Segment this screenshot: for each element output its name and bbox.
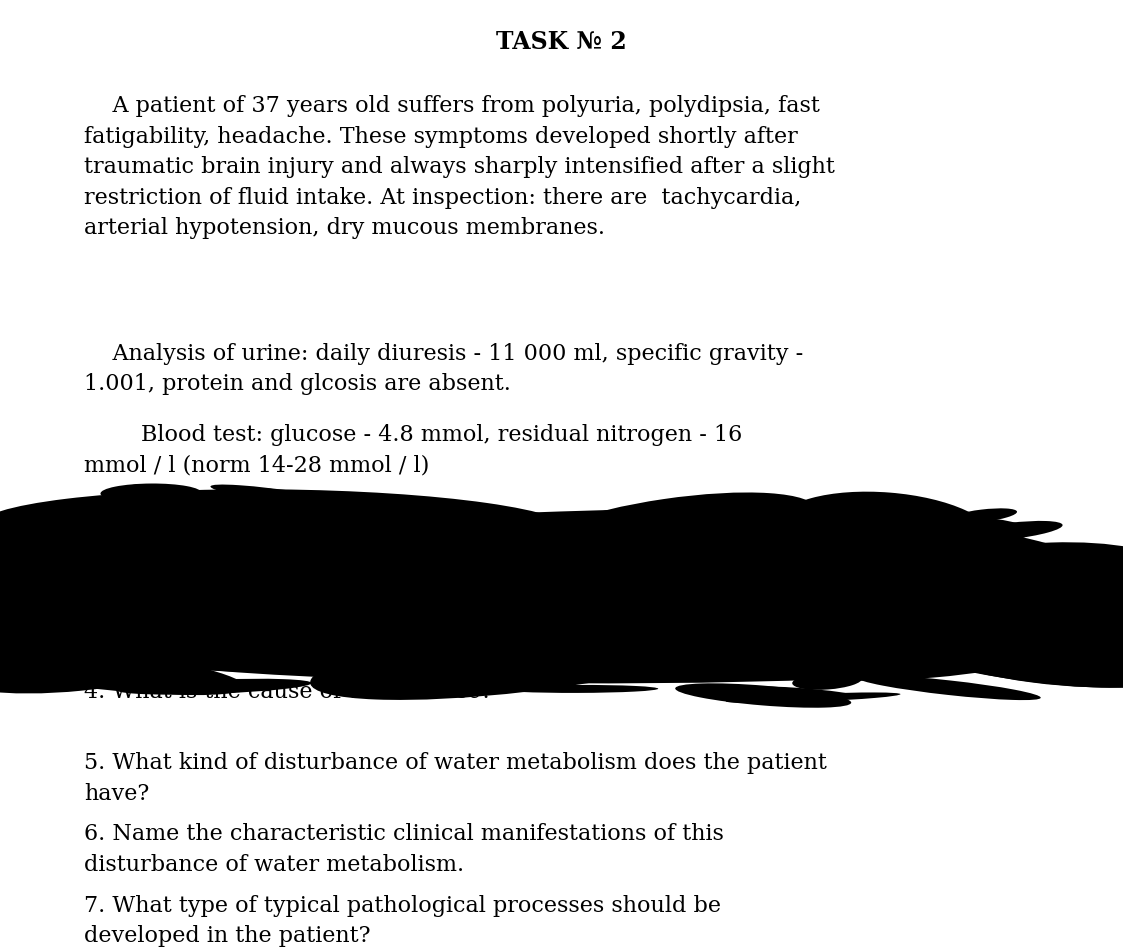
Ellipse shape	[273, 588, 748, 645]
Ellipse shape	[0, 507, 293, 604]
Ellipse shape	[65, 565, 421, 627]
Ellipse shape	[575, 527, 934, 576]
Ellipse shape	[162, 522, 229, 535]
Ellipse shape	[971, 586, 1123, 645]
Ellipse shape	[113, 600, 1010, 673]
Ellipse shape	[782, 663, 843, 682]
Ellipse shape	[33, 619, 197, 661]
Ellipse shape	[134, 570, 989, 648]
Ellipse shape	[0, 607, 229, 683]
Ellipse shape	[156, 546, 967, 605]
Ellipse shape	[510, 573, 1086, 642]
Ellipse shape	[760, 522, 1092, 592]
Ellipse shape	[0, 621, 216, 693]
Ellipse shape	[792, 672, 862, 690]
Ellipse shape	[92, 508, 1031, 585]
Ellipse shape	[1033, 577, 1123, 631]
Ellipse shape	[125, 484, 184, 501]
Text: Blood test: glucose - 4.8 mmol, residual nitrogen - 16
mmol / l (norm 14-28 mmol: Blood test: glucose - 4.8 mmol, residual…	[84, 424, 742, 476]
Ellipse shape	[675, 684, 851, 707]
Ellipse shape	[0, 567, 207, 620]
Ellipse shape	[948, 508, 1017, 524]
Ellipse shape	[812, 584, 1123, 688]
Text: 7. What type of typical pathological processes should be
developed in the patien: 7. What type of typical pathological pro…	[84, 895, 721, 947]
Ellipse shape	[944, 582, 1123, 608]
Ellipse shape	[0, 524, 55, 595]
Ellipse shape	[911, 609, 1123, 668]
Ellipse shape	[487, 569, 719, 621]
Ellipse shape	[776, 491, 995, 573]
Ellipse shape	[323, 557, 848, 644]
Ellipse shape	[523, 492, 816, 569]
Ellipse shape	[228, 488, 293, 511]
Text: 6. Name the characteristic clinical manifestations of this
disturbance of water : 6. Name the characteristic clinical mani…	[84, 823, 724, 876]
Ellipse shape	[148, 580, 975, 661]
Ellipse shape	[548, 528, 1067, 569]
Text: 5. What kind of disturbance of water metabolism does the patient
have?: 5. What kind of disturbance of water met…	[84, 752, 828, 804]
Ellipse shape	[374, 618, 718, 676]
Ellipse shape	[107, 613, 1016, 667]
Ellipse shape	[286, 526, 785, 579]
Ellipse shape	[0, 635, 245, 695]
Ellipse shape	[1032, 611, 1123, 653]
Ellipse shape	[857, 675, 1041, 700]
Text: Questions:: Questions:	[502, 512, 621, 534]
Ellipse shape	[8, 565, 394, 649]
Ellipse shape	[0, 617, 272, 689]
Ellipse shape	[0, 557, 423, 626]
Ellipse shape	[737, 686, 856, 699]
Text: A patient of 37 years old suffers from polyuria, polydipsia, fast
fatigability, : A patient of 37 years old suffers from p…	[84, 95, 836, 239]
Ellipse shape	[508, 615, 723, 671]
Ellipse shape	[141, 541, 982, 595]
Ellipse shape	[958, 521, 1062, 542]
Ellipse shape	[210, 485, 400, 516]
Ellipse shape	[497, 660, 579, 676]
Ellipse shape	[663, 508, 933, 584]
Ellipse shape	[0, 544, 325, 638]
Ellipse shape	[798, 495, 905, 519]
Ellipse shape	[953, 577, 1123, 638]
Ellipse shape	[862, 500, 959, 511]
Ellipse shape	[681, 657, 766, 669]
Ellipse shape	[725, 692, 901, 703]
Ellipse shape	[0, 545, 82, 588]
Text: TASK № 2: TASK № 2	[496, 30, 627, 54]
Ellipse shape	[0, 517, 494, 565]
Ellipse shape	[496, 684, 658, 693]
Ellipse shape	[0, 489, 574, 568]
Ellipse shape	[84, 584, 1039, 658]
Text: Analysis of urine: daily diuresis - 11 000 ml, specific gravity -
1.001, protein: Analysis of urine: daily diuresis - 11 0…	[84, 343, 803, 395]
Ellipse shape	[245, 573, 711, 638]
Ellipse shape	[0, 585, 367, 646]
Ellipse shape	[77, 561, 236, 625]
Text: 4. What is the cause of this disease?: 4. What is the cause of this disease?	[84, 681, 493, 703]
Ellipse shape	[0, 539, 203, 598]
Ellipse shape	[765, 615, 1094, 681]
Ellipse shape	[128, 511, 995, 565]
Ellipse shape	[100, 484, 202, 503]
Ellipse shape	[129, 544, 399, 625]
Ellipse shape	[81, 599, 1042, 664]
Ellipse shape	[21, 556, 1102, 609]
Ellipse shape	[117, 679, 311, 695]
Ellipse shape	[891, 608, 1123, 687]
Ellipse shape	[940, 543, 1123, 596]
Ellipse shape	[80, 616, 1043, 684]
Ellipse shape	[310, 617, 733, 700]
Ellipse shape	[866, 496, 925, 508]
